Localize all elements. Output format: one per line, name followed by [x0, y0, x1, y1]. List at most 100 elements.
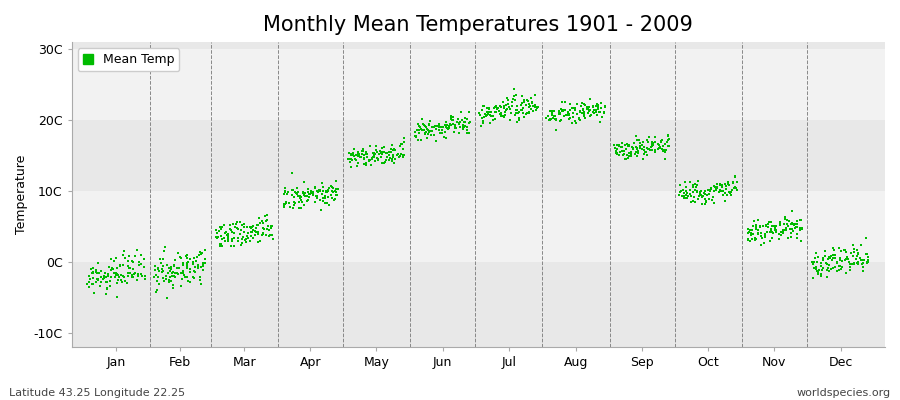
Point — [222, 226, 237, 233]
Point — [441, 126, 455, 132]
Point — [671, 192, 686, 198]
Point — [642, 146, 656, 152]
Point — [217, 222, 231, 228]
Point — [329, 192, 344, 198]
Point — [619, 141, 634, 147]
Point — [425, 124, 439, 130]
Point — [715, 182, 729, 188]
Point — [707, 188, 722, 194]
Point — [221, 231, 236, 238]
Point — [714, 187, 728, 194]
Point — [719, 192, 733, 198]
Point — [85, 281, 99, 287]
Point — [379, 150, 393, 156]
Point — [624, 151, 638, 157]
Point — [586, 104, 600, 110]
Point — [482, 108, 497, 115]
Point — [429, 123, 444, 130]
Point — [640, 137, 654, 143]
Point — [641, 146, 655, 152]
Point — [130, 273, 145, 279]
Point — [251, 229, 266, 236]
Point — [134, 273, 148, 279]
Point — [196, 261, 211, 267]
Point — [814, 262, 828, 269]
Point — [116, 272, 130, 279]
Point — [167, 270, 182, 276]
Point — [743, 230, 758, 236]
Point — [788, 221, 802, 228]
Point — [228, 224, 242, 230]
Point — [197, 260, 211, 266]
Point — [114, 279, 129, 286]
Point — [359, 151, 374, 157]
Point — [582, 96, 597, 102]
Point — [494, 112, 508, 118]
Point — [155, 268, 169, 275]
Point — [497, 105, 511, 111]
Point — [284, 203, 298, 210]
Point — [528, 107, 543, 114]
Point — [577, 108, 591, 115]
Point — [608, 145, 623, 152]
Point — [504, 110, 518, 116]
Point — [220, 234, 235, 240]
Point — [356, 146, 370, 152]
Point — [383, 149, 398, 155]
Point — [328, 192, 343, 198]
Point — [299, 193, 313, 200]
Point — [237, 229, 251, 235]
Point — [287, 202, 302, 208]
Point — [328, 178, 343, 185]
Point — [832, 257, 847, 263]
Point — [814, 273, 829, 280]
Point — [340, 156, 355, 162]
Point — [459, 124, 473, 130]
Point — [92, 270, 106, 276]
Point — [619, 156, 634, 162]
Point — [322, 185, 337, 192]
Point — [194, 249, 208, 255]
Point — [581, 108, 596, 115]
Point — [118, 255, 132, 261]
Point — [680, 193, 695, 200]
Point — [463, 118, 477, 125]
Point — [501, 104, 516, 110]
Point — [615, 140, 629, 146]
Point — [847, 246, 861, 252]
Point — [489, 108, 503, 115]
Point — [243, 238, 257, 244]
Point — [742, 226, 757, 233]
Point — [382, 149, 397, 155]
Point — [788, 225, 802, 232]
Point — [795, 225, 809, 231]
Point — [162, 276, 176, 283]
Point — [626, 144, 640, 151]
Point — [785, 208, 799, 214]
Point — [164, 266, 178, 273]
Point — [724, 187, 739, 194]
Point — [196, 263, 211, 270]
Point — [661, 136, 675, 143]
Point — [778, 213, 793, 220]
Point — [646, 140, 661, 146]
Point — [730, 186, 744, 193]
Point — [392, 154, 406, 161]
Point — [456, 123, 471, 130]
Point — [366, 152, 381, 158]
Point — [248, 229, 263, 235]
Point — [266, 223, 280, 229]
Point — [833, 266, 848, 272]
Point — [345, 156, 359, 163]
Point — [475, 114, 490, 121]
Point — [500, 105, 515, 112]
Point — [776, 227, 790, 234]
Point — [324, 192, 338, 198]
Point — [108, 270, 122, 276]
Point — [321, 202, 336, 208]
Point — [443, 122, 457, 129]
Point — [459, 116, 473, 122]
Point — [179, 260, 194, 266]
Point — [480, 112, 494, 118]
Point — [565, 104, 580, 111]
